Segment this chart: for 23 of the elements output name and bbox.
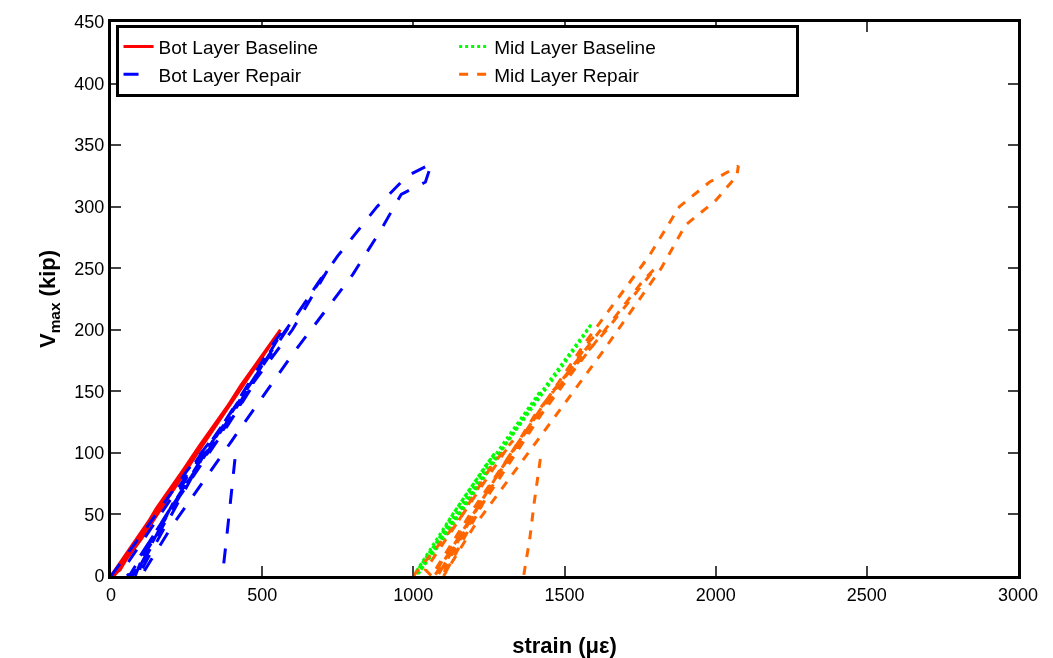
x-tick-label: 3000 [997, 584, 1039, 605]
y-tick-label: 100 [74, 443, 105, 464]
x-tick-label: 1500 [544, 584, 585, 605]
legend-label: Bot Layer Baseline [158, 37, 319, 59]
x-tick-label: 2000 [695, 584, 736, 605]
x-tick-label: 500 [247, 584, 278, 605]
x-axis-title: strain (με) [512, 633, 617, 658]
y-tick-label: 200 [74, 320, 105, 341]
line-series [522, 457, 542, 576]
line-series [411, 164, 740, 576]
y-tick-label: 400 [74, 73, 105, 94]
y-tick-label: 150 [74, 381, 105, 402]
y-tick-label: 450 [74, 12, 105, 33]
x-tick-label: 2500 [846, 584, 887, 605]
x-tick-label: 1000 [393, 584, 434, 605]
y-tick-label: 50 [84, 504, 105, 525]
legend-label: Bot Layer Repair [158, 64, 302, 86]
y-tick-label: 250 [74, 258, 105, 279]
y-tick-label: 350 [74, 135, 105, 156]
y-tick-label: 300 [74, 196, 105, 217]
legend-label: Mid Layer Baseline [494, 37, 656, 59]
legend-label: Mid Layer Repair [494, 64, 640, 86]
y-tick-label: 0 [94, 566, 105, 587]
